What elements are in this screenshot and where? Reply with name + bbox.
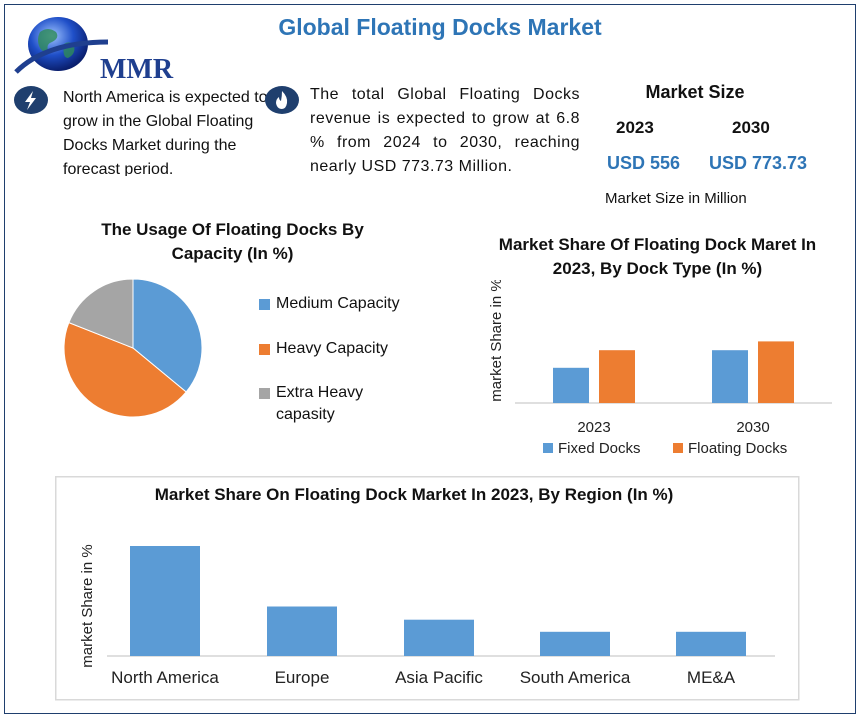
- dock-type-chart-title: Market Share Of Floating Dock Maret In 2…: [498, 235, 817, 278]
- dock-x-tick-0: 2023: [577, 419, 610, 436]
- dock-x-tick-1: 2030: [736, 419, 769, 436]
- pie-slice-2: [68, 278, 134, 349]
- pie-legend-label-1: Heavy Capacity: [276, 340, 389, 357]
- pie-legend-label-0: Medium Capacity: [276, 295, 400, 312]
- region-y-label: market Share in %: [79, 544, 96, 667]
- pie-chart-title: The Usage Of Floating Docks By Capacity …: [101, 220, 364, 263]
- region-bar-4: [676, 631, 746, 656]
- pie-legend-swatch-0: [259, 299, 270, 310]
- market-size-value-2030: USD 773.73: [709, 153, 808, 173]
- region-x-tick-2: Asia Pacific: [395, 668, 483, 687]
- region-bar-3: [540, 631, 610, 656]
- dock-legend-swatch-0: [543, 443, 553, 453]
- dock-bar-0-0: [553, 367, 589, 403]
- pie-chart: [63, 278, 203, 418]
- north-america-info: North America is expected to grow in the…: [63, 89, 268, 176]
- market-size-year-2023: 2023: [616, 118, 654, 137]
- globe-icon: [14, 17, 109, 74]
- pie-legend-swatch-2: [259, 388, 270, 399]
- page-title: Global Floating Docks Market: [278, 14, 602, 40]
- dock-legend-label-0: Fixed Docks: [558, 440, 641, 457]
- flame-icon: [265, 86, 299, 114]
- region-chart-title: Market Share On Floating Dock Market In …: [155, 485, 674, 504]
- region-bar-0: [130, 546, 200, 656]
- region-x-tick-0: North America: [111, 668, 219, 687]
- revenue-info: The total Global Floating Docks revenue …: [310, 86, 580, 175]
- mmr-logo: MMR: [10, 14, 180, 85]
- lightning-icon: [14, 86, 48, 114]
- market-size-title: Market Size: [645, 82, 745, 102]
- dock-y-label: market Share in %: [488, 280, 505, 402]
- market-size-note: Market Size in Million: [605, 190, 747, 206]
- dock-bar-0-1: [599, 350, 635, 403]
- region-bar-2: [404, 619, 474, 656]
- pie-legend-swatch-1: [259, 344, 270, 355]
- market-size-value-2023: USD 556: [607, 153, 681, 173]
- region-chart-border: [55, 476, 800, 701]
- region-x-tick-3: South America: [520, 668, 631, 687]
- region-x-tick-4: ME&A: [687, 668, 736, 687]
- dock-legend-swatch-1: [673, 443, 683, 453]
- dock-legend-label-1: Floating Docks: [688, 440, 787, 457]
- region-chart: Market Share On Floating Dock Market In …: [55, 476, 800, 701]
- pie-slice-0: [132, 278, 203, 393]
- dock-bar-1-1: [758, 341, 794, 403]
- dock-type-chart: 2023 2030 market Share in % Fixed Docks Floa…: [488, 280, 832, 457]
- dock-bar-1-0: [712, 350, 748, 403]
- pie-slice-1: [63, 321, 187, 418]
- pie-legend-label-2: Extra Heavy capasity: [276, 384, 364, 423]
- region-x-tick-1: Europe: [275, 668, 330, 687]
- market-size-year-2030: 2030: [732, 118, 770, 137]
- region-bar-1: [267, 606, 337, 656]
- logo-text: MMR: [100, 54, 174, 85]
- page-frame: [4, 4, 856, 714]
